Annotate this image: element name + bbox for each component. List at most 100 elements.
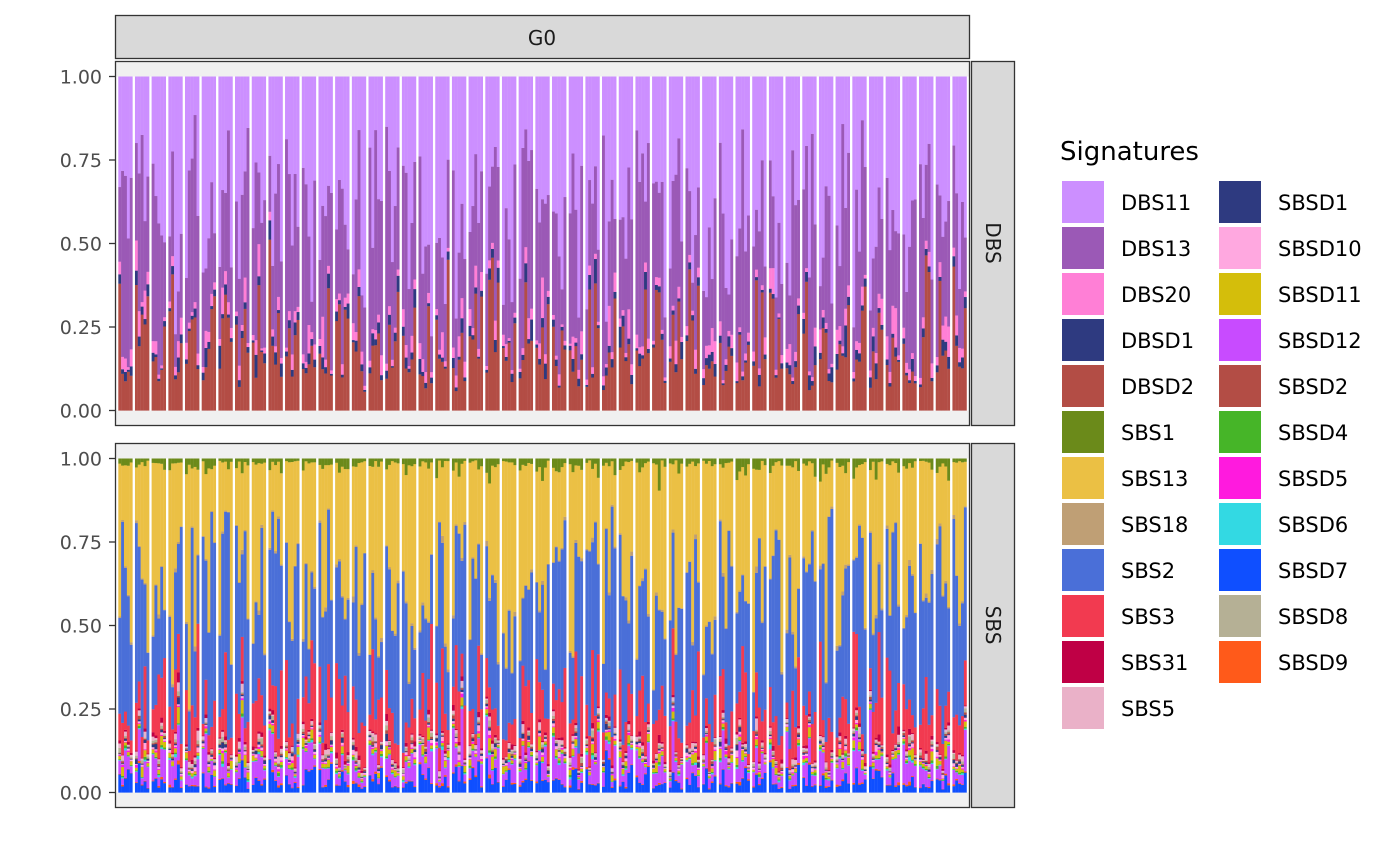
- bar-segment-sbs-sbs18: [401, 570, 405, 572]
- bar-segment-sbs-sbs1: [777, 458, 781, 462]
- bar-segment-sbs-sbs18: [351, 596, 355, 603]
- bar-segment-sbs-sbsd2: [388, 744, 392, 747]
- bar-segment-sbs-sbsd8: [285, 744, 289, 747]
- bar-segment-dbs-dbs11: [351, 76, 355, 275]
- bar-segment-sbs-sbsd4: [646, 741, 650, 742]
- bar-segment-dbs-dbs11: [618, 76, 622, 220]
- bar-segment-dbs-dbsd1: [601, 385, 606, 391]
- bar-segment-sbs-sbsd12: [179, 780, 183, 788]
- bar-segment-sbs-sbsd4: [694, 762, 698, 763]
- bar-segment-sbs-sbsd11: [580, 768, 584, 772]
- bar-segment-dbs-dbs11: [480, 76, 484, 172]
- bar-segment-dbs-dbs13: [674, 174, 678, 341]
- bar-segment-sbs-sbs2: [287, 622, 291, 738]
- bar-segment-dbs-dbs11: [287, 76, 291, 175]
- bar-segment-dbs-dbsd1: [785, 362, 789, 369]
- bar-segment-sbs-sbs31: [551, 709, 555, 712]
- bar-segment-sbs-sbsd1: [424, 751, 428, 755]
- bar-segment-sbs-sbsd10: [521, 738, 525, 741]
- bar-segment-sbs-sbsd12: [538, 750, 542, 761]
- bar-segment-dbs-dbs13: [607, 221, 611, 306]
- bar-segment-dbs-dbs11: [543, 76, 547, 204]
- bar-segment-sbs-sbsd10: [730, 753, 734, 755]
- bar-segment-sbs-sbsd12: [585, 754, 589, 768]
- bar-segment-sbs-sbs5: [474, 744, 478, 749]
- bar-segment-sbs-sbs18: [204, 559, 208, 561]
- bar-segment-dbs-dbs20: [424, 371, 428, 383]
- bar-segment-sbs-sbsd8: [543, 736, 547, 737]
- bar-segment-sbs-sbs18: [604, 527, 608, 530]
- bar-segment-sbs-sbs31: [126, 741, 130, 745]
- bar-segment-sbs-sbs13: [193, 466, 197, 647]
- bar-segment-sbs-sbs13: [610, 461, 614, 505]
- bar-segment-sbs-sbs31: [226, 762, 231, 767]
- bar-segment-sbs-sbsd4: [210, 760, 214, 761]
- bar-segment-sbs-sbsd9: [755, 773, 759, 775]
- bar-segment-sbs-sbsd12: [380, 757, 384, 767]
- bar-segment-sbs-sbsd5: [251, 754, 255, 756]
- bar-segment-sbs-sbs31: [457, 741, 461, 746]
- bar-segment-dbs-dbs11: [226, 76, 231, 131]
- bar-segment-sbs-sbsd2: [777, 774, 781, 776]
- bar-segment-sbs-sbsd11: [668, 778, 672, 780]
- bar-segment-sbs-sbsd12: [157, 777, 161, 787]
- bar-segment-sbs-sbs31: [424, 745, 428, 747]
- bar-segment-sbs-sbs31: [504, 756, 508, 758]
- bar-segment-dbs-dbsd1: [140, 306, 144, 315]
- bar-segment-dbs-dbs20: [924, 240, 928, 249]
- bar-segment-sbs-sbs5: [507, 742, 511, 748]
- bar-segment-dbs-dbs13: [741, 129, 745, 372]
- bar-segment-dbs-dbsd1: [721, 383, 725, 386]
- bar-segment-sbs-sbsd1: [596, 716, 600, 719]
- bar-segment-dbs-dbs11: [493, 76, 497, 147]
- bar-segment-sbs-sbsd4: [594, 763, 598, 765]
- bar-segment-sbs-sbsd5: [134, 764, 138, 768]
- bar-segment-sbs-sbsd12: [627, 745, 631, 773]
- bar-segment-sbs-sbsd6: [129, 765, 133, 767]
- bar-segment-sbs-sbs1: [671, 458, 675, 465]
- bar-segment-dbs-dbs13: [696, 187, 701, 268]
- bar-segment-sbs-sbsd4: [454, 746, 458, 748]
- bar-segment-sbs-sbs2: [337, 561, 342, 680]
- bar-segment-sbs-sbs5: [571, 735, 575, 741]
- bar-segment-sbs-sbs18: [301, 639, 305, 642]
- bar-segment-sbs-sbsd2: [121, 761, 125, 764]
- bar-segment-dbs-dbs11: [424, 76, 428, 247]
- bar-segment-dbs-dbs11: [290, 76, 294, 246]
- bar-segment-sbs-sbsd1: [224, 744, 228, 748]
- bar-segment-dbs-dbs13: [688, 191, 692, 255]
- bar-segment-sbs-sbsd8: [443, 755, 447, 757]
- bar-segment-sbs-sbs2: [768, 579, 772, 688]
- bar-segment-sbs-sbs5: [343, 764, 347, 766]
- bar-segment-dbs-dbs11: [477, 76, 481, 223]
- bar-segment-dbs-dbsd1: [401, 326, 405, 336]
- bar-segment-dbs-dbs20: [635, 334, 639, 349]
- bar-segment-sbs-sbsd9: [591, 783, 595, 785]
- bar-segment-sbs-sbsd5: [730, 754, 734, 756]
- bar-segment-sbs-sbsd9: [585, 767, 589, 770]
- bar-segment-sbs-sbsd11: [652, 768, 656, 773]
- bar-segment-sbs-sbs13: [246, 465, 250, 619]
- bar-segment-sbs-sbsd1: [396, 771, 400, 772]
- bar-segment-sbs-sbsd9: [551, 779, 555, 781]
- bar-segment-sbs-sbs18: [702, 673, 706, 676]
- bar-segment-sbs-sbsd12: [234, 772, 239, 786]
- bar-segment-sbs-sbsd4: [390, 772, 394, 773]
- bar-segment-dbs-dbs11: [844, 76, 848, 209]
- bar-segment-dbs-dbsd1: [591, 373, 595, 378]
- bar-segment-sbs-sbs5: [321, 755, 325, 759]
- bar-segment-sbs-sbs31: [285, 740, 289, 742]
- bar-segment-dbs-dbs11: [243, 76, 247, 172]
- bar-segment-dbs-dbsd1: [580, 354, 584, 360]
- bar-segment-sbs-sbs3: [329, 697, 334, 732]
- bar-segment-sbs-sbsd7: [401, 787, 405, 793]
- bar-segment-dbs-dbsd2: [958, 366, 962, 411]
- bar-segment-sbs-sbs1: [546, 458, 550, 461]
- bar-segment-dbs-dbs13: [374, 130, 378, 331]
- bar-segment-dbs-dbsd2: [913, 383, 917, 411]
- bar-segment-dbs-dbs13: [430, 336, 434, 373]
- bar-segment-sbs-sbs31: [418, 733, 422, 736]
- bar-segment-sbs-sbsd9: [118, 773, 122, 775]
- bar-segment-dbs-dbs11: [446, 76, 450, 160]
- bar-segment-dbs-dbsd1: [918, 384, 922, 388]
